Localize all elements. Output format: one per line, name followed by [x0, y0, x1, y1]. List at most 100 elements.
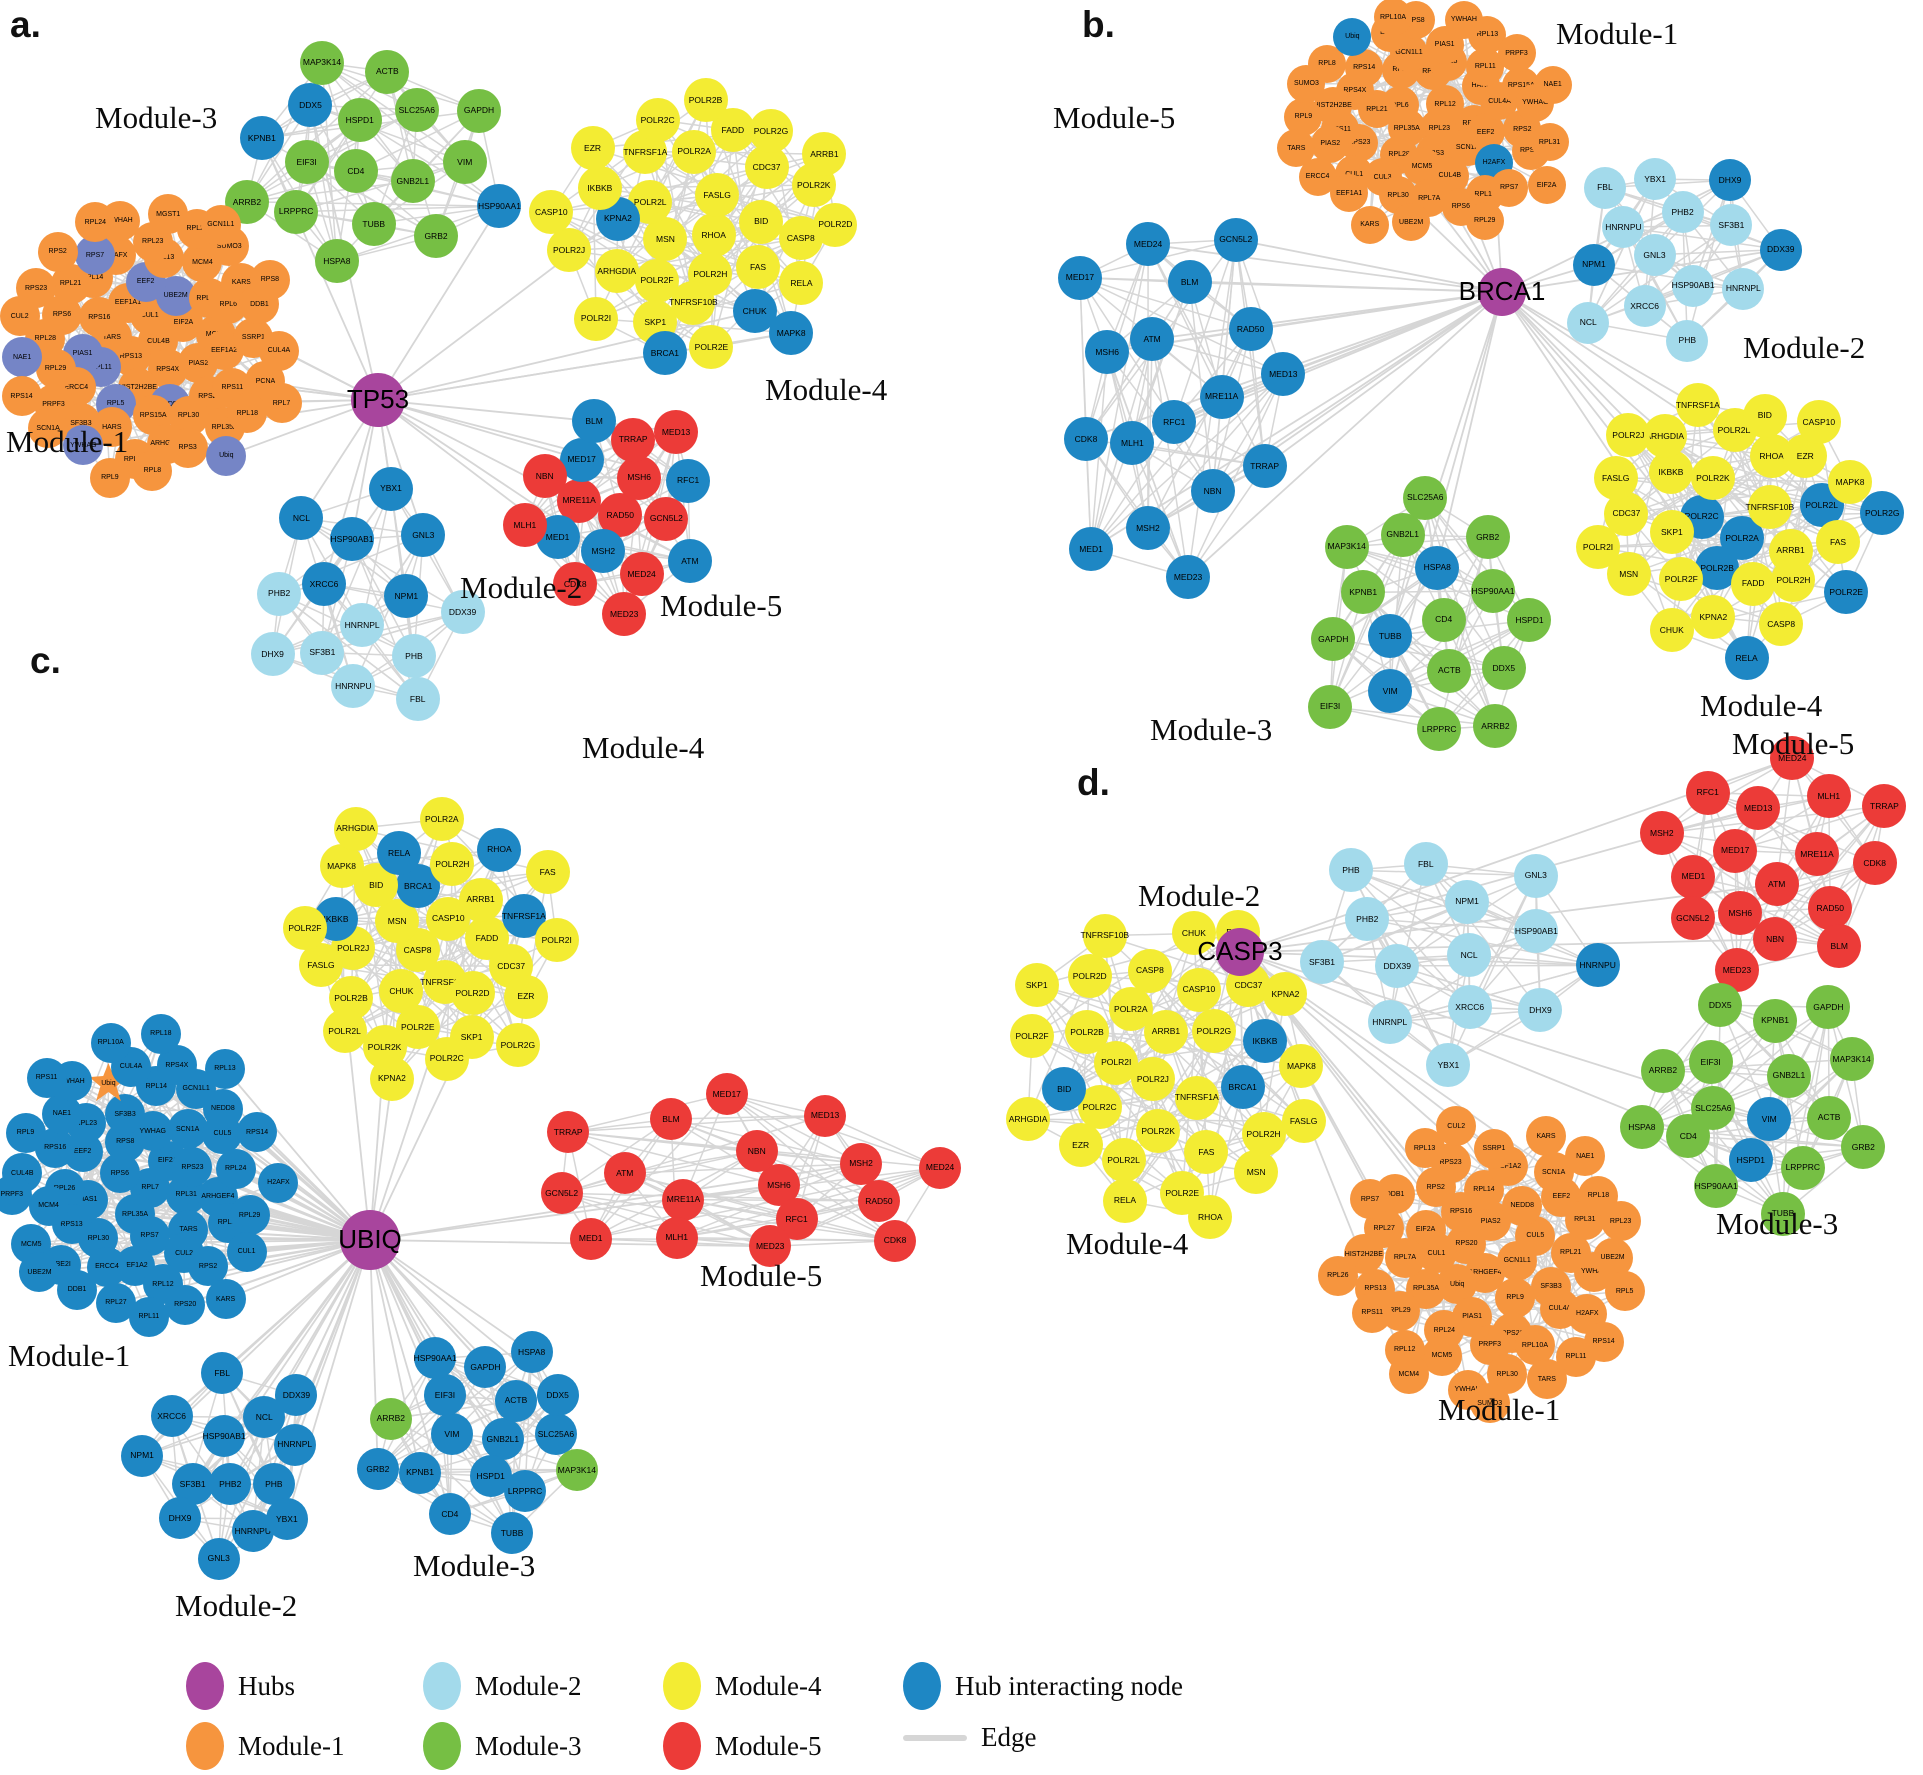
node-gene-SUMO3[interactable]: SUMO3: [1287, 64, 1326, 103]
node-gene-RPL24[interactable]: RPL24: [215, 1148, 256, 1189]
node-gene-KARS[interactable]: KARS: [1350, 205, 1389, 244]
node-gene-NBN[interactable]: NBN: [735, 1130, 778, 1173]
node-gene-EIF3I[interactable]: EIF3I: [1308, 684, 1353, 729]
node-gene-HNRNPU[interactable]: HNRNPU: [331, 663, 376, 708]
node-gene-BID[interactable]: BID: [1742, 393, 1787, 438]
node-gene-POLR2K[interactable]: POLR2K: [1690, 456, 1735, 501]
node-gene-GCN5L2[interactable]: GCN5L2: [540, 1172, 583, 1215]
node-gene-RPS11[interactable]: RPS11: [26, 1057, 67, 1098]
node-gene-DDX5[interactable]: DDX5: [1698, 983, 1743, 1028]
node-gene-SLC25A6[interactable]: SLC25A6: [534, 1412, 577, 1455]
node-gene-FAS[interactable]: FAS: [736, 245, 781, 290]
node-gene-GRB2[interactable]: GRB2: [1465, 515, 1510, 560]
node-gene-FASLG[interactable]: FASLG: [1593, 455, 1638, 500]
node-gene-MED17[interactable]: MED17: [705, 1072, 748, 1115]
node-gene-PHB[interactable]: PHB: [1666, 319, 1709, 362]
node-gene-POLR2K[interactable]: POLR2K: [1136, 1109, 1181, 1154]
node-gene-FBL[interactable]: FBL: [1583, 166, 1626, 209]
node-gene-RPL8[interactable]: RPL8: [132, 450, 173, 491]
node-gene-MAP3K14[interactable]: MAP3K14: [300, 40, 344, 85]
node-gene-CD4[interactable]: CD4: [1666, 1114, 1711, 1159]
node-gene-SSRP1[interactable]: SSRP1: [1473, 1128, 1514, 1169]
node-gene-DDX39[interactable]: DDX39: [1759, 228, 1802, 271]
node-gene-POLR2D[interactable]: POLR2D: [1067, 954, 1112, 999]
node-gene-RPS7[interactable]: RPS7: [1490, 168, 1529, 207]
node-gene-ARRB2[interactable]: ARRB2: [369, 1397, 412, 1440]
node-gene-TRRAP[interactable]: TRRAP: [547, 1110, 590, 1153]
node-gene-VIM[interactable]: VIM: [430, 1412, 473, 1455]
node-gene-RELA[interactable]: RELA: [1724, 635, 1769, 680]
node-gene-LRPPRC[interactable]: LRPPRC: [1780, 1145, 1825, 1190]
node-gene-HSP90AB1[interactable]: HSP90AB1: [1514, 908, 1559, 953]
node-gene-POLR2A[interactable]: POLR2A: [672, 129, 717, 174]
node-gene-HNRNPU[interactable]: HNRNPU: [1575, 943, 1620, 988]
node-gene-RPL9[interactable]: RPL9: [5, 1112, 46, 1153]
node-gene-RHOA[interactable]: RHOA: [1188, 1194, 1233, 1239]
node-gene-RPL29[interactable]: RPL29: [1465, 201, 1504, 240]
node-gene-TRRAP[interactable]: TRRAP: [1242, 443, 1287, 488]
node-gene-DDX5[interactable]: DDX5: [1481, 646, 1526, 691]
node-gene-MCM4[interactable]: MCM4: [1388, 1354, 1429, 1395]
node-gene-RPL7[interactable]: RPL7: [261, 383, 302, 424]
node-gene-RFC1[interactable]: RFC1: [666, 458, 711, 503]
node-gene-GCN1L1[interactable]: GCN1L1: [200, 204, 241, 245]
node-gene-NBN[interactable]: NBN: [1190, 469, 1235, 514]
node-gene-GAPDH[interactable]: GAPDH: [457, 88, 502, 133]
node-gene-PHB2[interactable]: PHB2: [1661, 191, 1704, 234]
node-gene-RELA[interactable]: RELA: [1102, 1178, 1147, 1223]
node-gene-GNL3[interactable]: GNL3: [197, 1537, 240, 1580]
node-gene-MED13[interactable]: MED13: [804, 1094, 847, 1137]
node-gene-EIF3I[interactable]: EIF3I: [423, 1374, 466, 1417]
node-gene-MED23[interactable]: MED23: [1166, 555, 1211, 600]
node-gene-GAPDH[interactable]: GAPDH: [1311, 616, 1356, 661]
hub-node-brca1[interactable]: [1478, 268, 1526, 316]
node-gene-SLC25A6[interactable]: SLC25A6: [1403, 475, 1448, 520]
node-gene-LRPPRC[interactable]: LRPPRC: [274, 189, 319, 234]
node-gene-RAD50[interactable]: RAD50: [1228, 307, 1273, 352]
node-gene-CASP10[interactable]: CASP10: [529, 189, 574, 234]
node-gene-ACTB[interactable]: ACTB: [494, 1379, 537, 1422]
node-gene-TNFRSF10B[interactable]: TNFRSF10B: [669, 280, 718, 325]
node-gene-DDX39[interactable]: DDX39: [1375, 943, 1420, 988]
node-gene-VIM[interactable]: VIM: [442, 139, 487, 184]
node-gene-RPS2[interactable]: RPS2: [37, 231, 78, 272]
node-gene-MRE11A[interactable]: MRE11A: [1795, 831, 1839, 876]
node-gene-HNRNPL[interactable]: HNRNPL: [1722, 267, 1765, 310]
node-gene-RAD50[interactable]: RAD50: [1808, 885, 1853, 930]
node-gene-DHX9[interactable]: DHX9: [250, 632, 295, 676]
node-gene-POLR2L[interactable]: POLR2L: [1101, 1138, 1146, 1183]
node-gene-MAP3K14[interactable]: MAP3K14: [1829, 1037, 1874, 1082]
node-gene-PHB2[interactable]: PHB2: [1345, 896, 1390, 941]
node-gene-POLR2B[interactable]: POLR2B: [683, 77, 728, 122]
node-gene-GNL3[interactable]: GNL3: [1633, 233, 1676, 276]
node-gene-GRB2[interactable]: GRB2: [414, 213, 459, 258]
hub-node-casp3[interactable]: [1216, 928, 1264, 976]
node-gene-POLR2A[interactable]: POLR2A: [419, 797, 464, 842]
node-gene-KPNB1[interactable]: KPNB1: [239, 116, 284, 161]
node-gene-MSH2[interactable]: MSH2: [1125, 506, 1170, 551]
node-gene-CDK8[interactable]: CDK8: [1852, 841, 1897, 886]
node-gene-YBX1[interactable]: YBX1: [265, 1497, 308, 1540]
node-gene-RFC1[interactable]: RFC1: [1152, 400, 1197, 445]
node-gene-EZR[interactable]: EZR: [570, 126, 615, 171]
node-gene-RPL26[interactable]: RPL26: [1317, 1255, 1358, 1296]
node-gene-CASP8[interactable]: CASP8: [1759, 602, 1804, 646]
node-gene-DHX9[interactable]: DHX9: [1709, 159, 1752, 202]
node-gene-ACTB[interactable]: ACTB: [1427, 648, 1472, 693]
node-gene-RPL10A[interactable]: RPL10A: [90, 1022, 131, 1063]
node-gene-NCL[interactable]: NCL: [1447, 933, 1492, 977]
node-gene-XRCC6[interactable]: XRCC6: [150, 1395, 193, 1438]
node-gene-SLC25A6[interactable]: SLC25A6: [394, 87, 439, 132]
node-gene-ACTB[interactable]: ACTB: [365, 49, 410, 94]
node-gene-MED1[interactable]: MED1: [1671, 854, 1716, 899]
node-gene-HSP90AA1[interactable]: HSP90AA1: [1694, 1164, 1739, 1209]
node-gene-GCN5L2[interactable]: GCN5L2: [1213, 217, 1258, 262]
node-gene-RPS14[interactable]: RPS14: [1583, 1321, 1624, 1362]
node-gene-POLR2C[interactable]: POLR2C: [635, 97, 680, 142]
node-gene-TRRAP[interactable]: TRRAP: [611, 417, 656, 462]
node-gene-GNB2L1[interactable]: GNB2L1: [390, 159, 435, 204]
node-gene-PHB[interactable]: PHB: [1328, 848, 1373, 893]
node-gene-RPL13[interactable]: RPL13: [204, 1048, 245, 1089]
node-gene-MCM4[interactable]: MCM4: [28, 1185, 69, 1226]
node-gene-EZR[interactable]: EZR: [503, 974, 548, 1019]
